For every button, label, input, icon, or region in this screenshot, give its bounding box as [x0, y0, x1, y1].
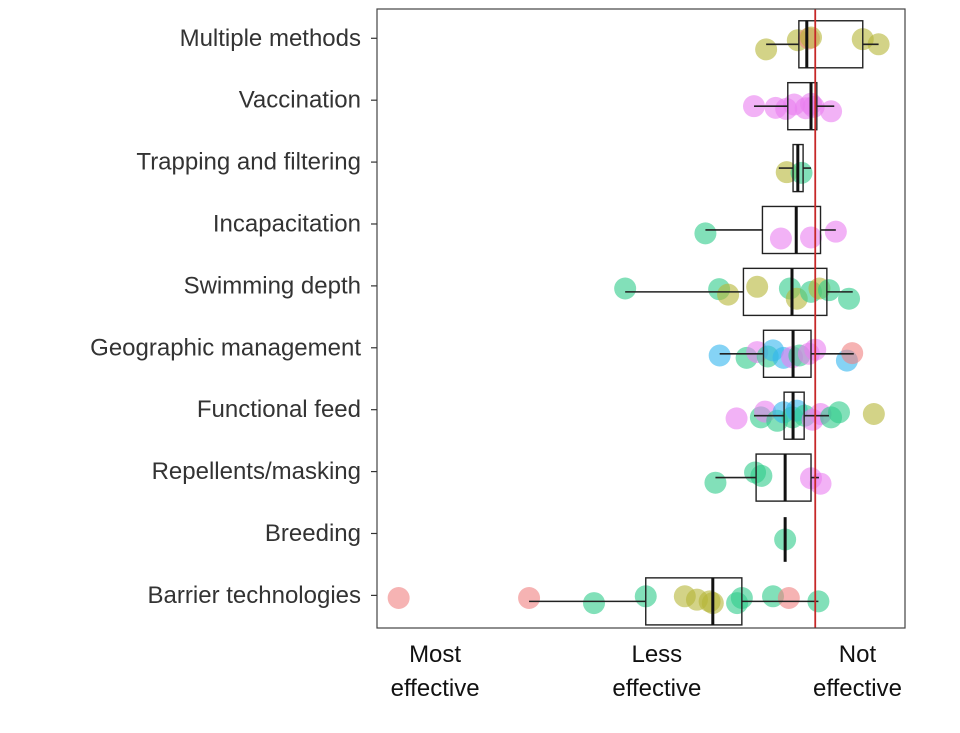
x-axis: Most effective Less effective Not effective	[391, 641, 902, 702]
box-multiple-methods	[798, 20, 864, 69]
data-point-functional-feed	[862, 402, 885, 425]
boxes-layer	[529, 20, 879, 626]
data-point-functional-feed	[828, 401, 850, 424]
x-tick-label-line: Not	[839, 641, 877, 668]
y-tick-label-breeding: Breeding	[265, 520, 361, 547]
plot-panel-border	[376, 8, 906, 629]
data-point-incapacitation	[824, 220, 847, 243]
y-tick-label-functional-feed: Functional feed	[197, 396, 361, 423]
y-tick-label-barrier-technologies: Barrier technologies	[148, 582, 361, 609]
data-point-incapacitation	[769, 227, 792, 250]
data-point-swimming-depth	[717, 283, 740, 306]
data-point-multiple-methods	[800, 26, 823, 49]
data-point-vaccination	[820, 100, 843, 123]
box-incapacitation	[761, 205, 822, 255]
x-tick-label-line: effective	[813, 675, 902, 702]
data-point-repellents-masking	[809, 472, 832, 495]
y-axis: Multiple methods Vaccination Trapping and …	[90, 25, 377, 609]
box-repellents-masking	[755, 453, 812, 502]
data-point-barrier-technologies	[583, 592, 606, 615]
data-point-barrier-technologies	[518, 586, 541, 609]
data-point-trapping-and-filtering	[790, 161, 813, 184]
y-tick-label-repellents-masking: Repellents/masking	[152, 458, 361, 485]
y-tick-label-vaccination: Vaccination	[239, 87, 361, 114]
box-vaccination	[787, 81, 818, 131]
data-point-geographic-management	[708, 344, 731, 367]
y-tick-label-swimming-depth: Swimming depth	[184, 272, 361, 299]
y-tick-label-incapacitation: Incapacitation	[213, 210, 361, 237]
data-point-swimming-depth	[838, 287, 861, 310]
x-tick-label-line: Most	[409, 641, 461, 668]
data-point-swimming-depth	[746, 275, 769, 298]
data-point-swimming-depth	[614, 277, 637, 300]
points-layer	[387, 26, 890, 615]
y-tick-label-multiple-methods: Multiple methods	[180, 25, 361, 52]
y-tick-label-trapping-and-filtering: Trapping and filtering	[136, 149, 361, 176]
data-point-swimming-depth	[817, 279, 840, 302]
data-point-barrier-technologies	[387, 586, 410, 609]
data-point-vaccination	[802, 95, 825, 118]
data-point-repellents-masking	[750, 464, 773, 487]
data-point-multiple-methods	[755, 38, 778, 61]
box-swimming-depth	[742, 267, 828, 317]
x-tick-label-line: Less	[631, 641, 682, 668]
data-point-repellents-masking	[704, 471, 727, 494]
x-tick-label-line: effective	[612, 675, 701, 702]
box-barrier-technologies	[645, 577, 743, 626]
x-tick-label-line: effective	[391, 675, 480, 702]
data-point-barrier-technologies	[777, 586, 800, 609]
data-point-incapacitation	[694, 222, 717, 245]
x-tick-label-less-effective: Less effective	[612, 641, 701, 702]
data-point-functional-feed	[725, 407, 748, 430]
data-point-incapacitation	[800, 226, 823, 249]
y-tick-label-geographic-management: Geographic management	[90, 334, 361, 361]
x-tick-label-not-effective: Not effective	[813, 641, 902, 702]
box-geographic-management	[762, 329, 812, 379]
x-tick-label-most-effective: Most effective	[391, 641, 480, 702]
